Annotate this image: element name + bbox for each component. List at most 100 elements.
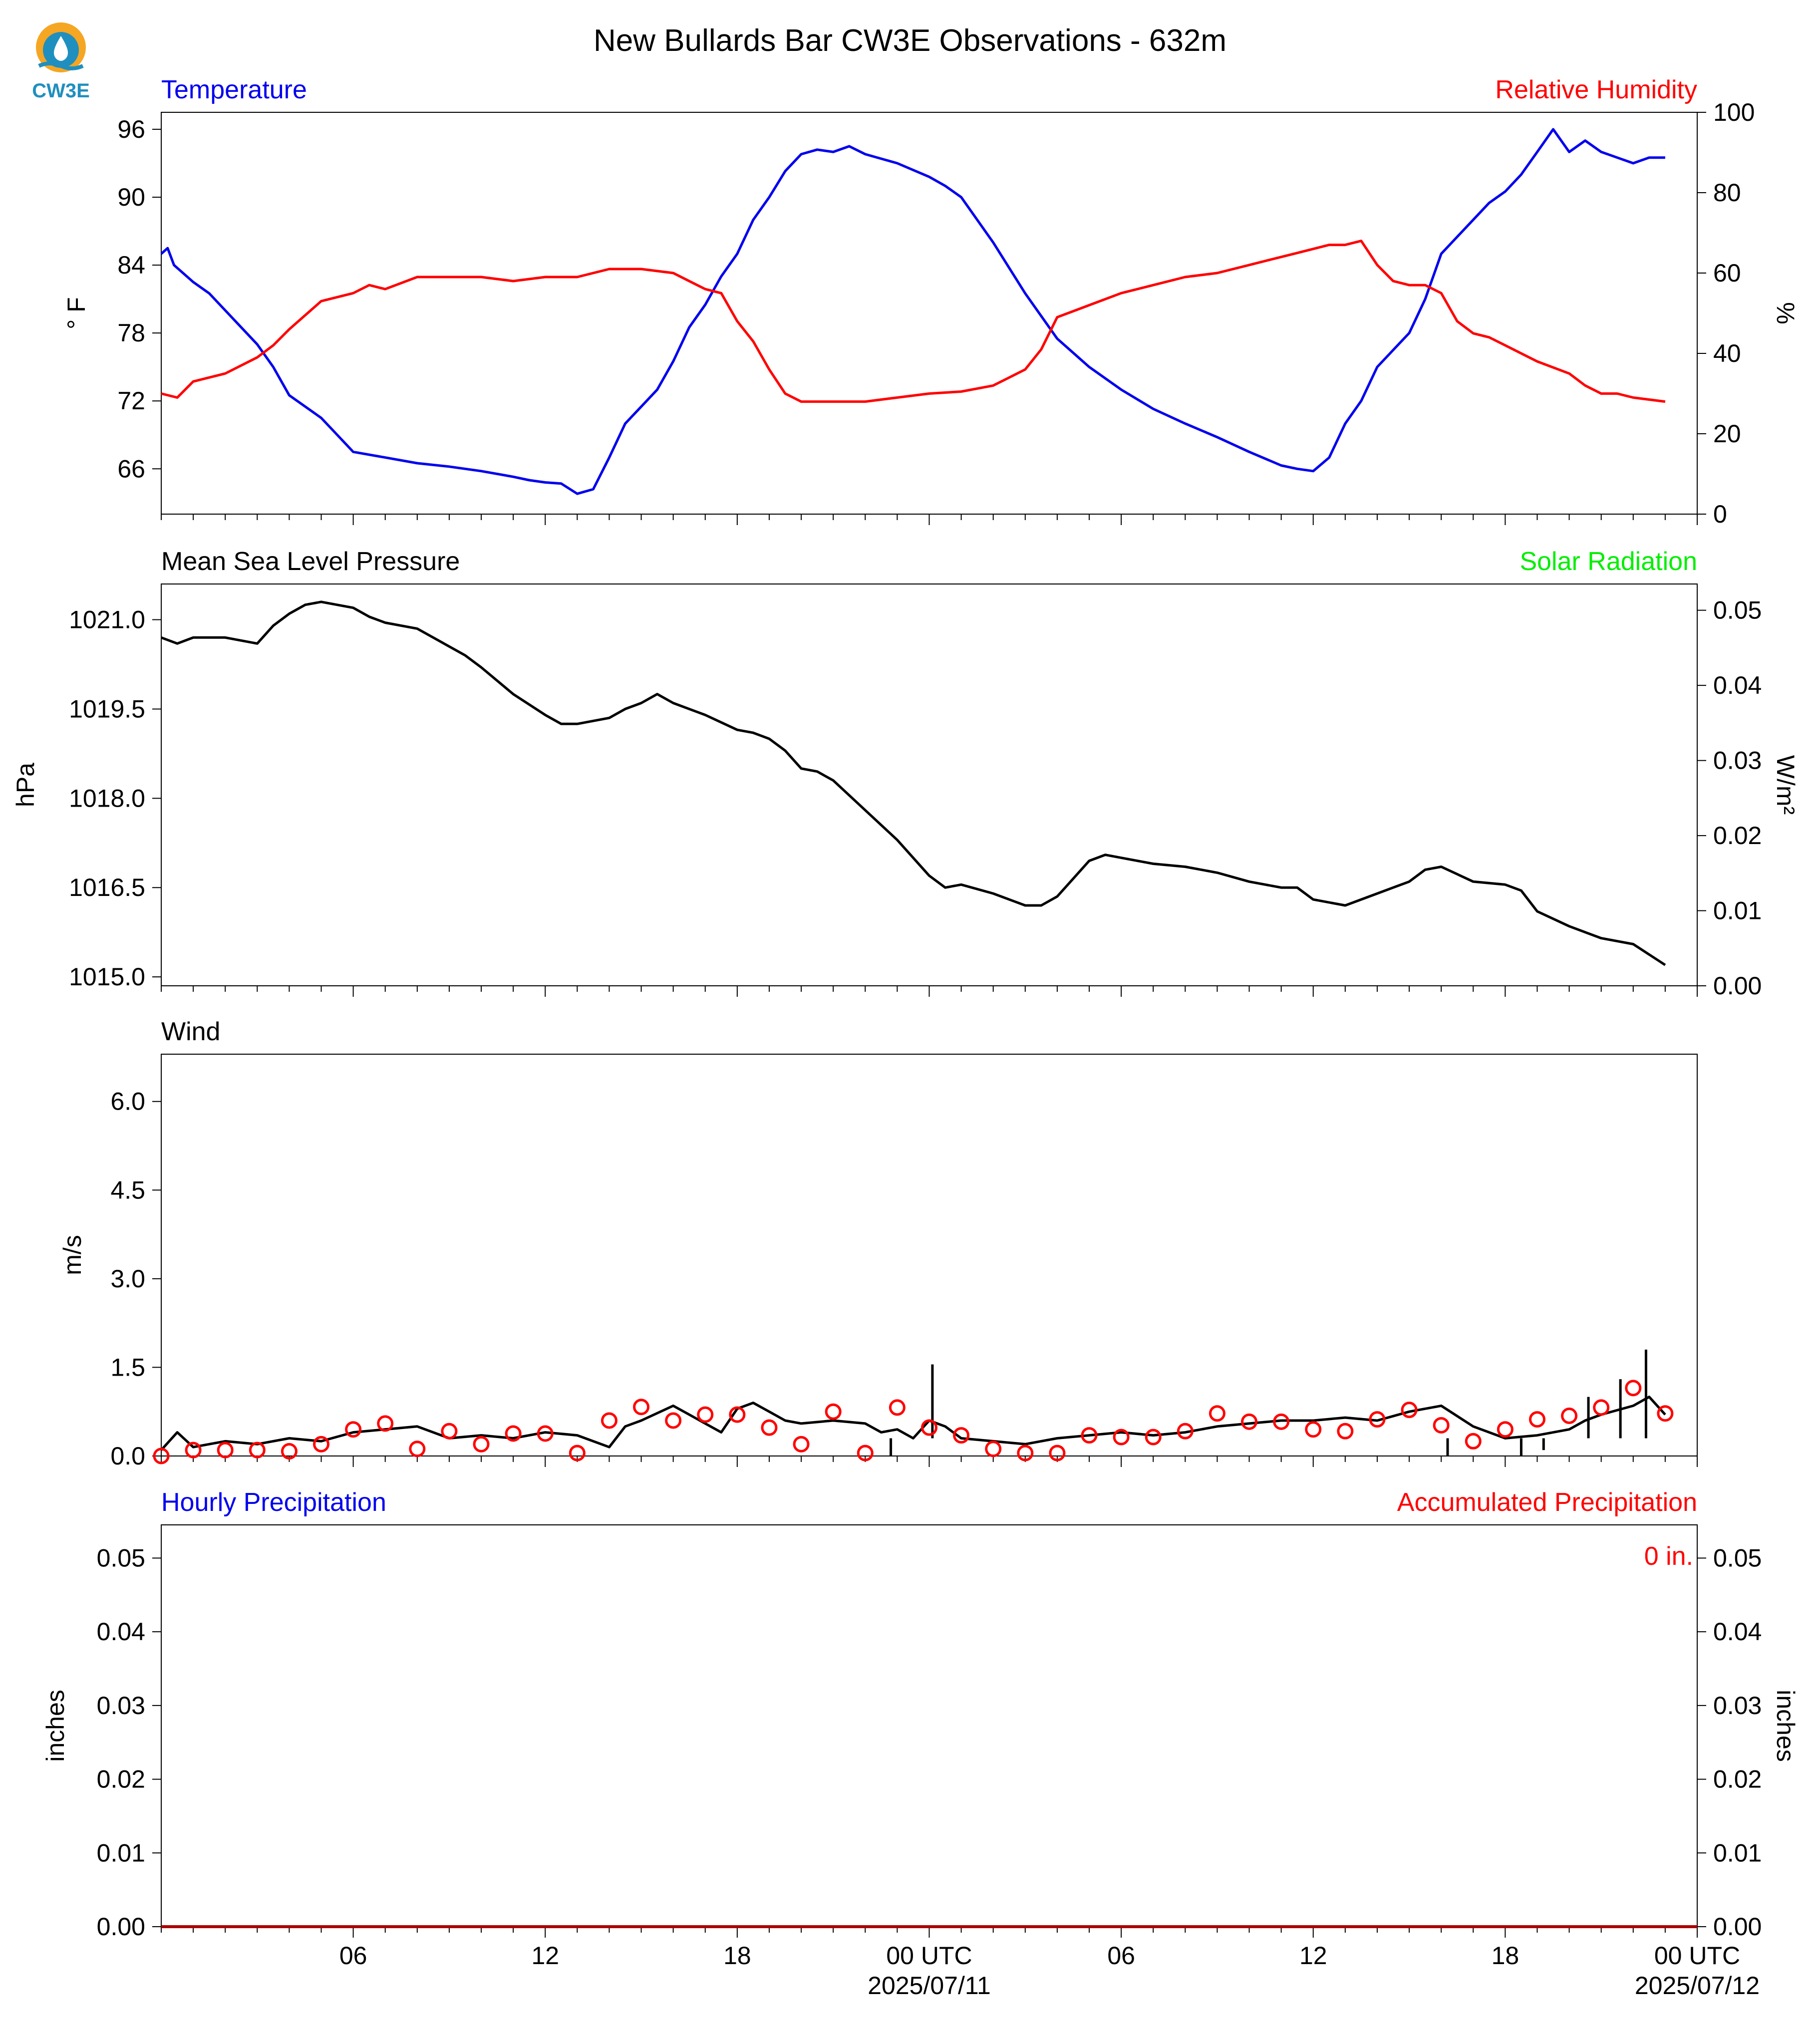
- hourly-mean-marker: [1049, 1445, 1066, 1461]
- y-tick-label-right: 80: [1713, 179, 1741, 207]
- y-tick-label-left: 0.05: [97, 1544, 145, 1572]
- panel-title-right: Relative Humidity: [1495, 75, 1697, 104]
- hourly-mean-marker: [409, 1441, 426, 1457]
- hourly-mean-marker: [857, 1445, 874, 1461]
- series-line-0: [160, 1396, 1666, 1451]
- y-tick-label-left: 96: [117, 115, 145, 143]
- series-line-0: [160, 128, 1665, 495]
- y-tick-label-left: 90: [117, 183, 145, 211]
- y-tick-label-left: 1.5: [110, 1353, 145, 1381]
- y-tick-label-right: 0.01: [1713, 897, 1762, 925]
- x-date-label: 2025/07/12: [1635, 1972, 1760, 2000]
- hourly-mean-marker: [1081, 1427, 1098, 1444]
- hourly-mean-marker: [1017, 1445, 1034, 1461]
- panel-title-right: Accumulated Precipitation: [1397, 1488, 1697, 1517]
- y-tick-label-right: 0.05: [1713, 596, 1762, 624]
- y-tick-label-right: 0.04: [1713, 1618, 1762, 1646]
- plot-frame: [161, 1054, 1698, 1456]
- hourly-mean-marker: [825, 1403, 842, 1420]
- y-tick-label-right: 0.03: [1713, 747, 1762, 775]
- y-tick-label-left: 0.0: [110, 1442, 145, 1470]
- panel-temperature_humidity: Temperature Relative Humidity 66 72 78 84 90 96…: [62, 75, 1800, 528]
- wave-icon: [38, 61, 84, 70]
- accumulated-total-label: 0 in.: [1644, 1542, 1693, 1571]
- panel-title-left: Temperature: [161, 75, 307, 104]
- y-tick-label-right: 0: [1713, 500, 1727, 528]
- hourly-mean-marker: [185, 1442, 202, 1458]
- hourly-mean-marker: [1241, 1413, 1258, 1430]
- panel-title-left: Wind: [161, 1017, 220, 1046]
- hourly-mean-marker: [1497, 1421, 1514, 1438]
- hourly-mean-marker: [1561, 1408, 1578, 1424]
- hourly-mean-marker: [793, 1436, 810, 1452]
- hourly-mean-marker: [1273, 1413, 1290, 1430]
- y-tick-label-left: 1016.5: [69, 873, 145, 901]
- panel-wind: Wind 0.0 1.5 3.0 4.5 6.0 m/s: [58, 1017, 1698, 1470]
- hourly-mean-marker: [281, 1443, 298, 1460]
- hourly-mean-marker: [601, 1412, 617, 1429]
- panel-title-left: Mean Sea Level Pressure: [161, 547, 460, 576]
- hourly-mean-marker: [505, 1425, 522, 1442]
- y-tick-label-left: 72: [117, 387, 145, 415]
- hourly-mean-marker: [729, 1406, 746, 1423]
- y-axis-label-left: hPa: [11, 763, 39, 807]
- y-axis-label-right: W/m²: [1772, 755, 1800, 815]
- hourly-mean-marker: [697, 1406, 714, 1423]
- x-tick-label: 06: [339, 1942, 367, 1970]
- hourly-mean-marker: [1465, 1433, 1482, 1449]
- hourly-mean-marker: [1145, 1429, 1162, 1446]
- hourly-mean-marker: [1625, 1380, 1642, 1397]
- y-tick-label-left: 78: [117, 319, 145, 347]
- y-tick-label-right: 0.04: [1713, 671, 1762, 699]
- y-tick-label-left: 4.5: [110, 1176, 145, 1204]
- hourly-mean-marker: [313, 1436, 330, 1452]
- y-tick-label-right: 0.00: [1713, 1913, 1762, 1941]
- hourly-mean-marker: [217, 1442, 234, 1458]
- figure-title: New Bullards Bar CW3E Observations - 632…: [594, 23, 1226, 58]
- hourly-mean-marker: [345, 1421, 362, 1438]
- y-tick-label-right: 0.05: [1713, 1544, 1762, 1572]
- y-axis-label-left: m/s: [58, 1235, 86, 1275]
- hourly-mean-marker: [633, 1399, 650, 1416]
- hourly-mean-marker: [889, 1399, 906, 1416]
- drop-icon: [54, 36, 68, 61]
- hourly-mean-marker: [665, 1412, 682, 1429]
- logo-text: CW3E: [32, 80, 90, 102]
- hourly-mean-marker: [1209, 1405, 1225, 1422]
- y-tick-label-left: 0.04: [97, 1618, 145, 1646]
- hourly-mean-marker: [1177, 1423, 1194, 1440]
- hourly-mean-marker: [1657, 1405, 1674, 1422]
- plot-frame: [161, 1524, 1698, 1927]
- plot-frame: [161, 112, 1698, 515]
- hourly-mean-marker: [249, 1442, 266, 1458]
- series-line-0: [161, 600, 1666, 966]
- y-tick-label-right: 60: [1713, 259, 1741, 287]
- hourly-mean-marker: [1337, 1423, 1354, 1440]
- x-tick-label: 12: [1299, 1942, 1327, 1970]
- hourly-mean-marker: [153, 1448, 170, 1464]
- x-tick-label: 12: [531, 1942, 559, 1970]
- y-tick-label-left: 1015.0: [69, 963, 145, 991]
- y-tick-label-left: 1021.0: [69, 606, 145, 634]
- hourly-mean-marker: [1113, 1429, 1130, 1446]
- y-axis-label-left: ° F: [62, 297, 90, 329]
- y-tick-label-right: 0.00: [1713, 972, 1762, 1000]
- panel-pressure_solar: Mean Sea Level Pressure Solar Radiation 10…: [11, 547, 1800, 1000]
- series-line-1: [161, 240, 1666, 403]
- x-tick-label: 18: [1492, 1942, 1519, 1970]
- y-tick-label-left: 1018.0: [69, 784, 145, 812]
- y-tick-label-right: 20: [1713, 420, 1741, 448]
- x-tick-label: 18: [723, 1942, 751, 1970]
- hourly-mean-marker: [537, 1425, 554, 1442]
- hourly-mean-marker: [441, 1423, 458, 1440]
- y-axis-label-left: inches: [41, 1690, 69, 1762]
- panel-precipitation: Hourly Precipitation Accumulated Precipit…: [41, 1488, 1800, 2000]
- hourly-mean-marker: [1369, 1411, 1386, 1428]
- hourly-mean-marker: [1401, 1402, 1418, 1419]
- y-tick-label-right: 0.03: [1713, 1692, 1762, 1720]
- hourly-mean-marker: [953, 1427, 970, 1444]
- hourly-mean-marker: [473, 1436, 490, 1452]
- y-tick-label-left: 6.0: [110, 1088, 145, 1116]
- x-tick-label: 00 UTC: [886, 1942, 972, 1970]
